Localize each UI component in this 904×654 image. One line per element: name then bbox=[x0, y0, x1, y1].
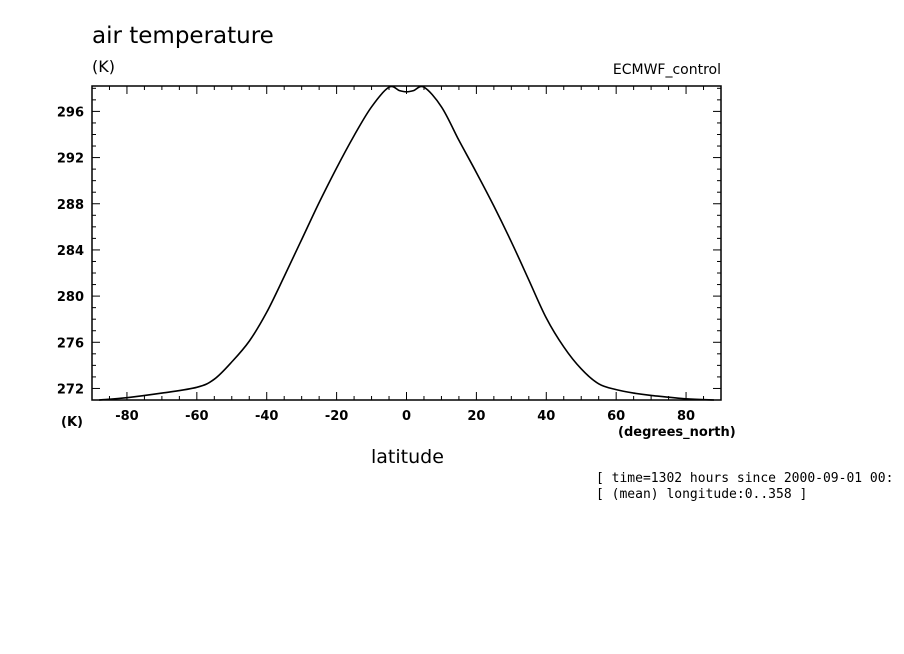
axis-ticks bbox=[91, 86, 722, 400]
y-tick-label: 288 bbox=[57, 198, 84, 213]
x-tick-labels: -80 -60 -40 -20 0 20 40 60 80 bbox=[115, 409, 695, 424]
chart-title: air temperature bbox=[92, 23, 274, 49]
y-tick-label: 292 bbox=[57, 152, 84, 167]
y-unit-label-bottom: (K) bbox=[61, 415, 83, 430]
y-tick-label: 272 bbox=[57, 382, 84, 397]
x-tick-label: -20 bbox=[325, 409, 349, 424]
x-axis-label: latitude bbox=[371, 446, 444, 468]
y-tick-label: 296 bbox=[57, 105, 84, 120]
y-tick-label: 280 bbox=[57, 290, 84, 305]
longitude-annotation: [ (mean) longitude:0..358 ] bbox=[596, 487, 808, 502]
dataset-label: ECMWF_control bbox=[612, 62, 721, 78]
y-axis-unit-label: (K) bbox=[92, 57, 115, 76]
x-tick-label: 60 bbox=[607, 409, 625, 424]
x-tick-label: -40 bbox=[255, 409, 279, 424]
x-tick-label: 0 bbox=[402, 409, 411, 424]
x-tick-label: -80 bbox=[115, 409, 139, 424]
y-tick-label: 284 bbox=[57, 244, 84, 259]
time-annotation: [ time=1302 hours since 2000-09-01 00: bbox=[596, 471, 894, 486]
x-tick-label: 80 bbox=[677, 409, 695, 424]
x-tick-label: -60 bbox=[185, 409, 209, 424]
x-axis-unit-label: (degrees_north) bbox=[618, 425, 736, 440]
x-tick-label: 40 bbox=[537, 409, 555, 424]
x-tick-label: 20 bbox=[467, 409, 485, 424]
y-tick-label: 276 bbox=[57, 336, 84, 351]
y-tick-labels: 272 276 280 284 288 292 296 bbox=[57, 105, 84, 397]
plot-frame bbox=[91, 85, 722, 401]
temperature-series-line bbox=[98, 85, 715, 401]
